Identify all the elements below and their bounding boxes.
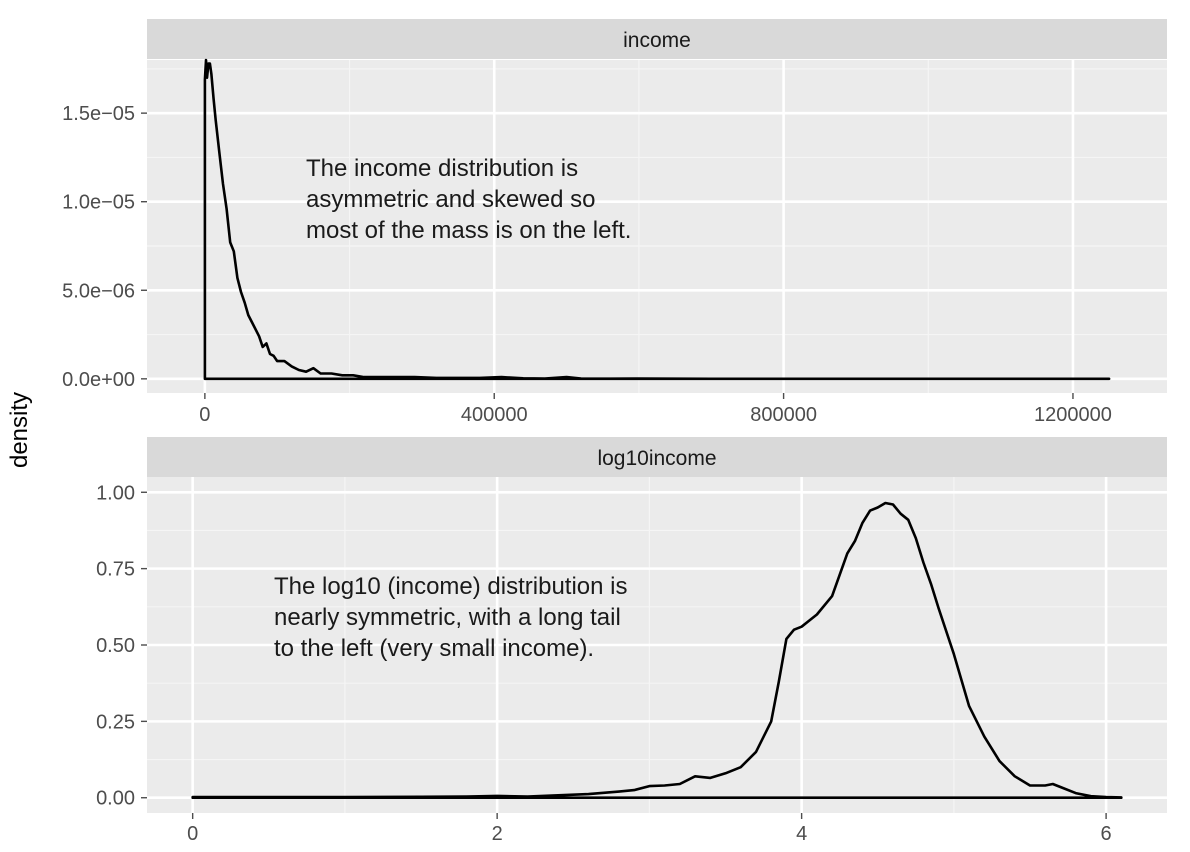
facet-panel-income: income 0 400000 800000 1200000 0.0e+00 5.0e−06… (62, 19, 1167, 426)
x-tick-label: 400000 (461, 404, 528, 426)
y-tick-label: 0.50 (96, 635, 135, 657)
facet-panels: income 0 400000 800000 1200000 0.0e+00 5.0e−06… (62, 19, 1167, 845)
density-curve (191, 501, 1123, 799)
annotation-line: The log10 (income) distribution is (274, 573, 628, 600)
panel-background (147, 60, 1167, 393)
x-tick-label: 0 (187, 823, 198, 845)
y-tick-label: 1.0e−05 (62, 192, 135, 214)
annotation-line: nearly symmetric, with a long tail (274, 604, 621, 631)
y-tick-label: 1.00 (96, 482, 135, 504)
y-tick-label: 0.00 (96, 788, 135, 810)
y-tick-label: 1.5e−05 (62, 103, 135, 125)
annotation-line: The income distribution is (306, 155, 578, 182)
y-tick-label: 5.0e−06 (62, 280, 135, 302)
facet-panel-log10income: log10income 0 2 4 6 0.00 0.25 0.50 0.75 1.00 The l… (96, 437, 1167, 845)
x-tick-label: 2 (492, 823, 503, 845)
facet-strip (147, 19, 1167, 59)
x-tick-label: 4 (796, 823, 807, 845)
facet-strip-label: log10income (597, 447, 716, 470)
annotation-line: to the left (very small income). (274, 635, 594, 662)
density-curve (203, 58, 1111, 381)
y-axis-label: density (6, 392, 33, 468)
x-tick-label: 1200000 (1034, 404, 1112, 426)
y-tick-label: 0.25 (96, 711, 135, 733)
x-tick-label: 0 (199, 404, 210, 426)
y-tick-label: 0.75 (96, 559, 135, 581)
annotation-line: most of the mass is on the left. (306, 217, 631, 244)
x-tick-label: 800000 (750, 404, 817, 426)
facet-strip (147, 437, 1167, 477)
x-tick-label: 6 (1101, 823, 1112, 845)
y-tick-label: 0.0e+00 (62, 369, 135, 391)
annotation-line: asymmetric and skewed so (306, 186, 595, 213)
facet-strip-label: income (623, 29, 691, 52)
